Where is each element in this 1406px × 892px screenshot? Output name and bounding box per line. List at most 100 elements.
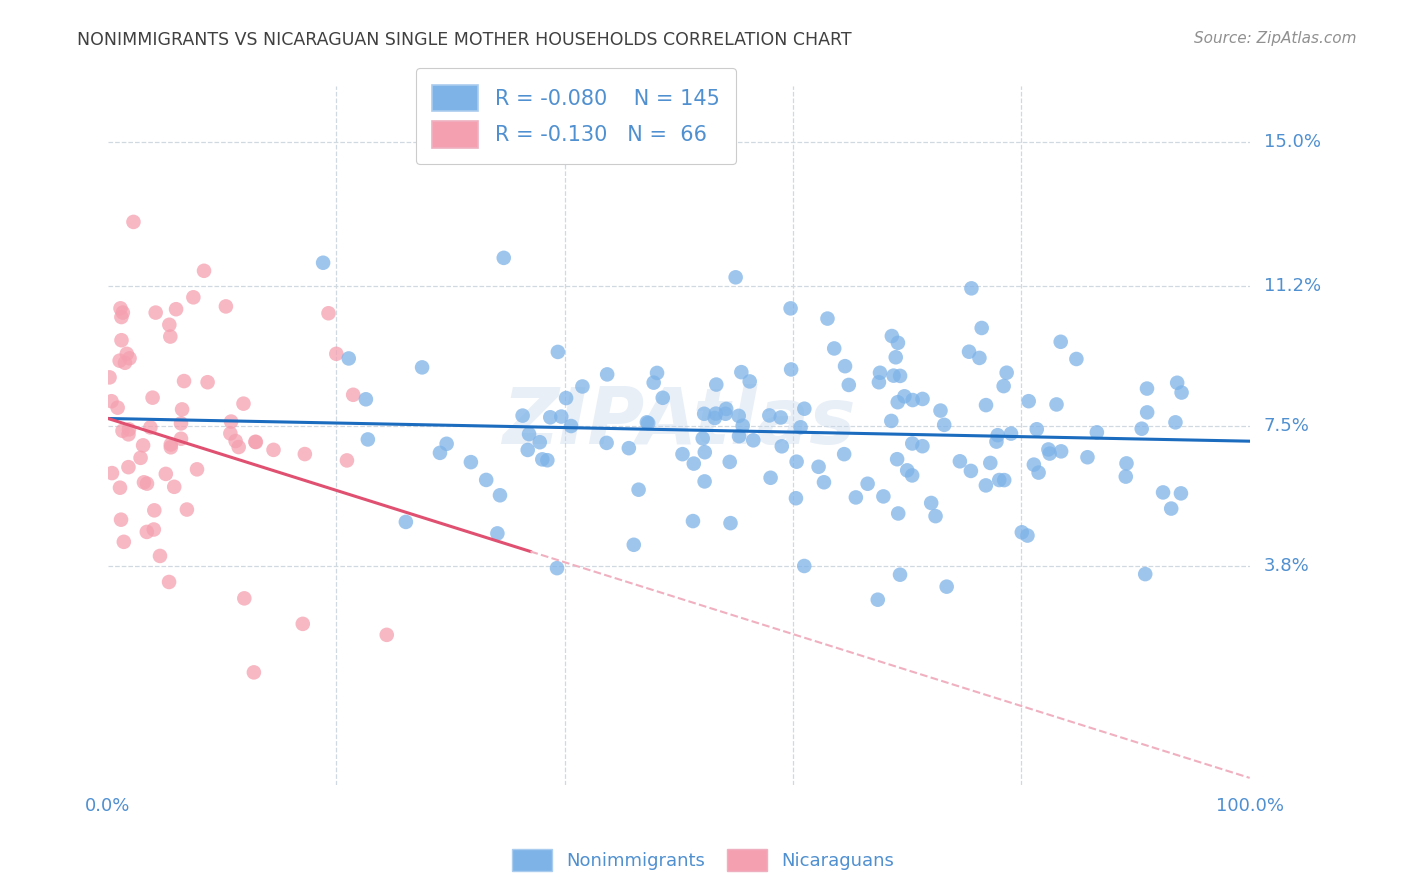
Point (724, 270, 747, 285)
Point (1018, 394, 1040, 409)
Point (823, 342, 845, 356)
Point (170, 417, 193, 431)
Point (1115, 469, 1137, 483)
Point (896, 463, 918, 477)
Point (1130, 422, 1153, 436)
Point (108, 353, 131, 368)
Point (436, 437, 458, 451)
Point (817, 311, 839, 326)
Point (135, 524, 157, 539)
Point (354, 392, 377, 407)
Text: 15.0%: 15.0% (1264, 133, 1320, 152)
Point (880, 414, 903, 428)
Point (143, 503, 166, 517)
Point (988, 473, 1011, 487)
Point (165, 302, 187, 317)
Point (486, 526, 509, 541)
Point (318, 306, 340, 320)
Point (929, 403, 952, 417)
Point (555, 391, 578, 405)
Point (1038, 442, 1060, 457)
Point (949, 454, 972, 468)
Point (233, 591, 256, 606)
Point (112, 534, 135, 549)
Point (108, 481, 131, 495)
Point (935, 580, 957, 594)
Point (1025, 422, 1047, 436)
Point (868, 376, 890, 390)
Point (832, 447, 855, 461)
Point (117, 460, 139, 475)
Point (100, 394, 122, 409)
Point (492, 251, 515, 265)
Point (651, 391, 673, 405)
Point (901, 436, 924, 450)
Point (779, 301, 801, 316)
Point (111, 424, 134, 438)
Point (769, 410, 792, 425)
Point (118, 422, 141, 436)
Point (866, 592, 889, 607)
Point (704, 407, 727, 421)
Text: 11.2%: 11.2% (1264, 277, 1320, 295)
Point (1045, 397, 1067, 411)
Point (517, 427, 540, 442)
Point (475, 473, 498, 487)
Point (460, 455, 482, 469)
Point (718, 455, 741, 469)
Point (789, 420, 811, 434)
Point (883, 368, 905, 383)
Point (110, 310, 132, 324)
Point (1152, 485, 1174, 500)
Point (911, 439, 934, 453)
Point (856, 476, 879, 491)
Point (893, 389, 915, 403)
Point (170, 432, 193, 446)
Point (411, 360, 433, 375)
Point (98, 370, 121, 384)
Point (1164, 415, 1187, 429)
Point (714, 407, 737, 421)
Point (738, 375, 761, 389)
Point (780, 362, 803, 376)
Point (110, 333, 132, 347)
Point (957, 344, 980, 359)
Point (1011, 525, 1033, 540)
Point (595, 436, 617, 450)
Point (560, 419, 582, 434)
Point (872, 490, 894, 504)
Point (889, 368, 911, 383)
Point (357, 433, 380, 447)
Point (793, 559, 815, 574)
Point (215, 300, 238, 314)
Point (1076, 450, 1098, 465)
Point (627, 483, 650, 497)
Point (934, 417, 956, 432)
Point (157, 574, 180, 589)
Point (159, 437, 181, 451)
Point (529, 435, 551, 450)
Point (132, 438, 155, 452)
Point (1135, 567, 1157, 582)
Point (693, 407, 716, 421)
Point (887, 507, 910, 521)
Point (550, 409, 572, 424)
Point (845, 491, 868, 505)
Point (186, 462, 208, 476)
Text: NONIMMIGRANTS VS NICARAGUAN SINGLE MOTHER HOUSEHOLDS CORRELATION CHART: NONIMMIGRANTS VS NICARAGUAN SINGLE MOTHE… (77, 31, 852, 49)
Point (337, 351, 360, 366)
Point (979, 456, 1001, 470)
Point (671, 447, 693, 461)
Point (132, 475, 155, 490)
Point (157, 318, 180, 332)
Point (142, 523, 165, 537)
Point (193, 264, 215, 278)
Point (536, 453, 558, 467)
Point (118, 351, 141, 366)
Point (901, 392, 924, 407)
Point (547, 345, 569, 359)
Point (969, 351, 991, 365)
Point (1039, 446, 1062, 460)
Point (172, 402, 194, 417)
Point (245, 434, 267, 449)
